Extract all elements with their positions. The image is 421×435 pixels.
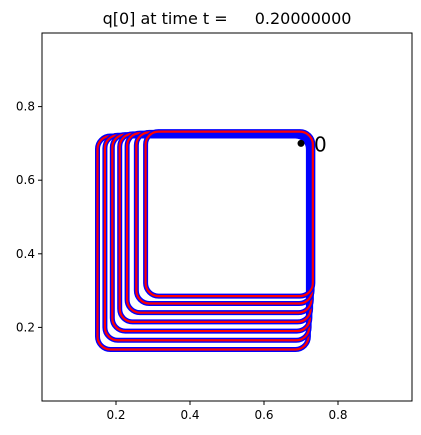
chart-title-value: 0.20000000 — [255, 9, 352, 28]
y-tick-label: 0.6 — [16, 173, 35, 187]
loops-layer — [95, 129, 316, 352]
chart-title-prefix: q[0] at time t = — [103, 9, 228, 28]
marker-point — [297, 139, 305, 147]
x-tick-label: 0.6 — [254, 408, 273, 422]
x-tick-label: 0.2 — [106, 408, 125, 422]
x-tick-label: 0.8 — [328, 408, 347, 422]
loop-6 — [143, 129, 316, 299]
x-axis: 0.2 0.4 0.6 0.8 — [106, 401, 348, 422]
x-tick-label: 0.4 — [180, 408, 199, 422]
axes-frame — [41, 32, 413, 402]
chart-title: q[0] at time t = 0.20000000 — [103, 9, 352, 28]
y-axis: 0.2 0.4 0.6 0.8 — [16, 100, 42, 334]
y-tick-label: 0.4 — [16, 247, 35, 261]
marker-layer: 0 — [297, 132, 327, 156]
loop-outline-red — [144, 130, 314, 298]
y-tick-label: 0.2 — [16, 320, 35, 334]
point-annotation: 0 — [314, 132, 327, 156]
y-tick-label: 0.8 — [16, 100, 35, 114]
